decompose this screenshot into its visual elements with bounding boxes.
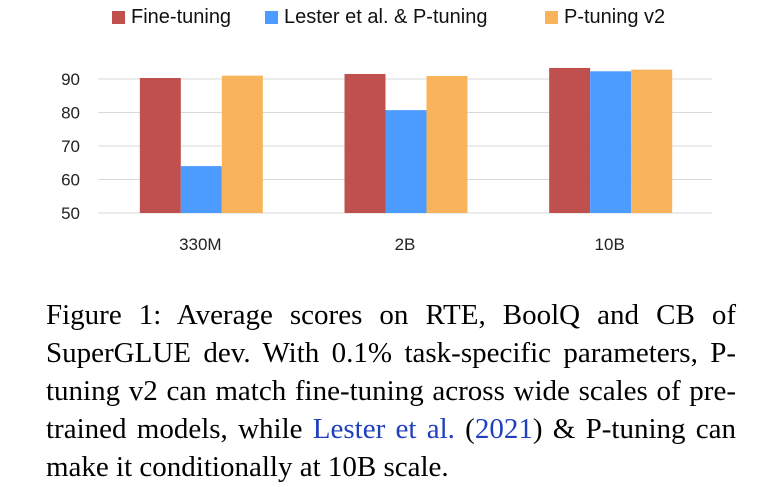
bar-fine-tuning-10b (549, 67, 591, 213)
figure-caption: Figure 1: Average scores on RTE, BoolQ a… (46, 296, 736, 486)
legend-label-ptuning-v2: P-tuning v2 (564, 6, 666, 28)
y-tick-label: 60 (61, 171, 80, 190)
caption-tail: & P-tuning can make it conditionally at … (46, 413, 737, 483)
y-tick-label: 90 (61, 70, 80, 89)
y-tick-label: 70 (61, 137, 80, 156)
bar-fine-tuning-330m (139, 77, 181, 214)
bar-ptuning-v2-10b (631, 69, 673, 214)
bar-lester-ptuning-2b (385, 110, 427, 213)
bar-ptuning-v2-2b (426, 75, 468, 213)
caption-citation-open: ( (465, 413, 475, 445)
legend-swatch-fine-tuning (112, 11, 125, 24)
legend-label-lester-ptuning: Lester et al. & P-tuning (284, 6, 488, 28)
caption-lead: Figure 1: Average scores on RTE, BoolQ a… (46, 299, 736, 445)
legend-item-ptuning-v2: P-tuning v2 (545, 6, 665, 29)
caption-citation-close: ) (532, 413, 543, 445)
legend-swatch-lester-ptuning (265, 11, 278, 24)
x-tick-label: 2B (395, 235, 416, 254)
caption-citation-name[interactable]: Lester et al. (312, 413, 455, 445)
y-tick-label: 80 (61, 104, 80, 123)
bar-lester-ptuning-10b (590, 71, 632, 213)
y-tick-label: 50 (61, 204, 80, 223)
legend-item-lester-ptuning: Lester et al. & P-tuning (265, 6, 487, 29)
bar-fine-tuning-2b (344, 73, 386, 213)
x-tick-label: 330M (179, 235, 222, 254)
chart-legend: Fine-tuning Lester et al. & P-tuning P-t… (0, 0, 771, 34)
legend-swatch-ptuning-v2 (545, 11, 558, 24)
bar-lester-ptuning-330m (180, 166, 222, 213)
bar-ptuning-v2-330m (221, 75, 263, 214)
bar-chart: 50 60 70 80 90 330M 2B 10B (61, 67, 712, 254)
legend-item-fine-tuning: Fine-tuning (112, 6, 231, 29)
caption-citation-year[interactable]: 2021 (474, 413, 533, 445)
x-tick-label: 10B (595, 235, 625, 254)
legend-label-fine-tuning: Fine-tuning (131, 6, 232, 28)
